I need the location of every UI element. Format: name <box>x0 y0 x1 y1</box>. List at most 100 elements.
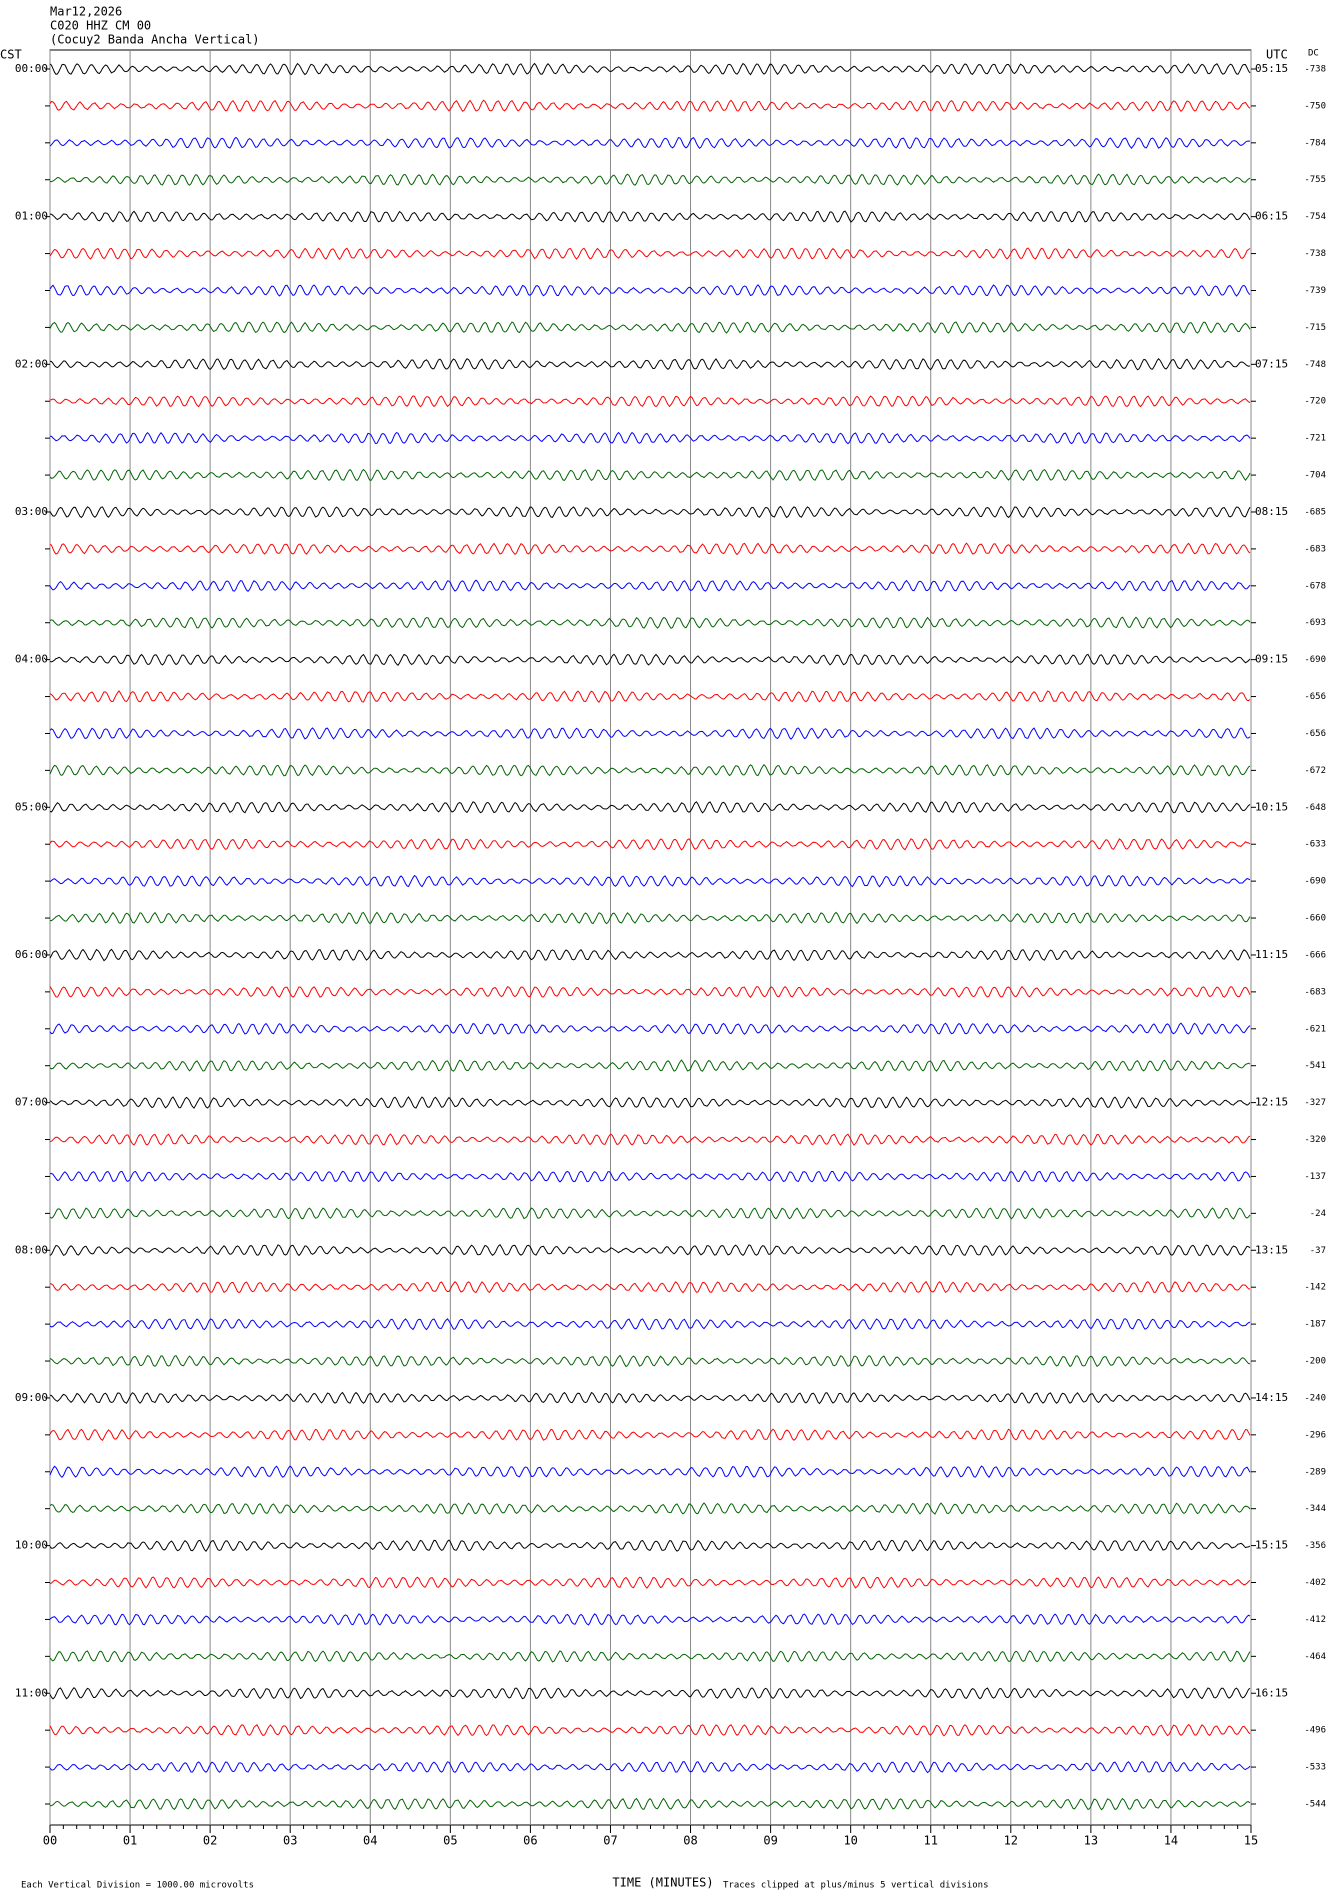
trace <box>49 173 1251 186</box>
trace <box>49 62 1251 76</box>
trace <box>49 838 1251 851</box>
trace <box>49 1243 1251 1257</box>
trace <box>49 764 1251 777</box>
cst-label: 02:00 <box>15 357 48 370</box>
utc-label: 12:15 <box>1255 1096 1288 1109</box>
x-tick-label: 11 <box>924 1834 938 1848</box>
trace <box>49 1280 1251 1294</box>
cst-label: 04:00 <box>15 653 48 666</box>
dc-label: -683 <box>1304 544 1326 554</box>
trace <box>49 690 1251 704</box>
description: (Cocuy2 Banda Ancha Vertical) <box>50 33 260 47</box>
trace <box>49 1022 1251 1035</box>
dc-label: -24 <box>1310 1209 1326 1219</box>
utc-label: 15:15 <box>1255 1539 1288 1552</box>
dc-label: -240 <box>1304 1393 1326 1403</box>
x-axis-title: TIME (MINUTES) <box>612 1876 713 1890</box>
cst-label: 09:00 <box>15 1391 48 1404</box>
utc-label: 14:15 <box>1255 1391 1288 1404</box>
utc-label: 13:15 <box>1255 1243 1288 1256</box>
trace <box>49 874 1251 888</box>
station: C020 HHZ CM 00 <box>50 19 151 33</box>
cst-label: 01:00 <box>15 210 48 223</box>
dc-label: -200 <box>1304 1357 1326 1367</box>
trace <box>49 1613 1251 1626</box>
cst-label: 05:00 <box>15 800 48 813</box>
clip-note: Traces clipped at plus/minus 5 vertical … <box>723 1881 989 1891</box>
trace <box>49 1096 1251 1109</box>
dc-label: -754 <box>1304 212 1326 222</box>
trace <box>49 800 1251 814</box>
date: Mar12,2026 <box>50 5 122 19</box>
utc-label: 05:15 <box>1255 62 1288 75</box>
trace <box>49 653 1251 666</box>
dc-label: -755 <box>1304 175 1326 185</box>
utc-label: 10:15 <box>1255 800 1288 813</box>
trace <box>49 1502 1251 1515</box>
x-tick-label: 08 <box>683 1834 697 1848</box>
dc-label: -320 <box>1304 1135 1326 1145</box>
dc-label: -656 <box>1304 692 1326 702</box>
utc-label: 09:15 <box>1255 653 1288 666</box>
x-tick-label: 03 <box>283 1834 297 1848</box>
dc-label: -738 <box>1304 249 1326 259</box>
trace <box>49 395 1251 408</box>
trace <box>49 911 1251 925</box>
dc-label: -344 <box>1304 1504 1326 1514</box>
x-tick-label: 04 <box>363 1834 377 1848</box>
dc-label: -715 <box>1304 323 1326 333</box>
dc-label: -690 <box>1304 655 1326 665</box>
trace <box>49 1317 1251 1331</box>
x-tick-label: 12 <box>1004 1834 1018 1848</box>
utc-label: 11:15 <box>1255 948 1288 961</box>
dc-label: -660 <box>1304 914 1326 924</box>
trace <box>49 579 1251 593</box>
trace <box>49 1723 1251 1737</box>
dc-label: -784 <box>1304 138 1326 148</box>
cst-label: 07:00 <box>15 1096 48 1109</box>
trace <box>49 431 1251 445</box>
cst-label: 08:00 <box>15 1243 48 1256</box>
dc-label: -739 <box>1304 286 1326 296</box>
trace <box>49 136 1251 150</box>
trace <box>49 284 1251 297</box>
dc-label: -748 <box>1304 360 1326 370</box>
x-tick-label: 10 <box>843 1834 857 1848</box>
dc-label: -633 <box>1304 840 1326 850</box>
trace <box>49 1428 1251 1441</box>
trace <box>49 1576 1251 1589</box>
dc-label: -356 <box>1304 1541 1326 1551</box>
cst-label: 00:00 <box>15 62 48 75</box>
dc-label: -685 <box>1304 507 1326 517</box>
right-axis-title: UTC <box>1266 48 1288 62</box>
trace <box>49 1133 1251 1146</box>
scale-note: Each Vertical Division = 1000.00 microvo… <box>21 1881 254 1891</box>
dc-label: -327 <box>1304 1098 1326 1108</box>
x-tick-label: 07 <box>603 1834 617 1848</box>
trace <box>49 985 1251 998</box>
trace <box>49 1391 1251 1405</box>
dc-label: -137 <box>1304 1172 1326 1182</box>
dc-label: -37 <box>1310 1246 1326 1256</box>
trace <box>49 616 1251 629</box>
dc-label: -738 <box>1304 65 1326 75</box>
trace <box>49 1797 1251 1811</box>
utc-label: 08:15 <box>1255 505 1288 518</box>
cst-label: 03:00 <box>15 505 48 518</box>
trace <box>49 1207 1251 1220</box>
trace <box>49 727 1251 740</box>
utc-label: 06:15 <box>1255 210 1288 223</box>
dc-label: -750 <box>1304 101 1326 111</box>
dc-label: -693 <box>1304 618 1326 628</box>
trace <box>49 1650 1251 1663</box>
x-tick-label: 15 <box>1244 1834 1258 1848</box>
dc-label: -704 <box>1304 471 1326 481</box>
dc-label: -533 <box>1304 1763 1326 1773</box>
dc-label: -544 <box>1304 1800 1326 1810</box>
cst-label: 10:00 <box>15 1539 48 1552</box>
dc-label: -690 <box>1304 877 1326 887</box>
dc-label: -621 <box>1304 1024 1326 1034</box>
dc-label: -541 <box>1304 1061 1326 1071</box>
trace <box>49 468 1251 482</box>
